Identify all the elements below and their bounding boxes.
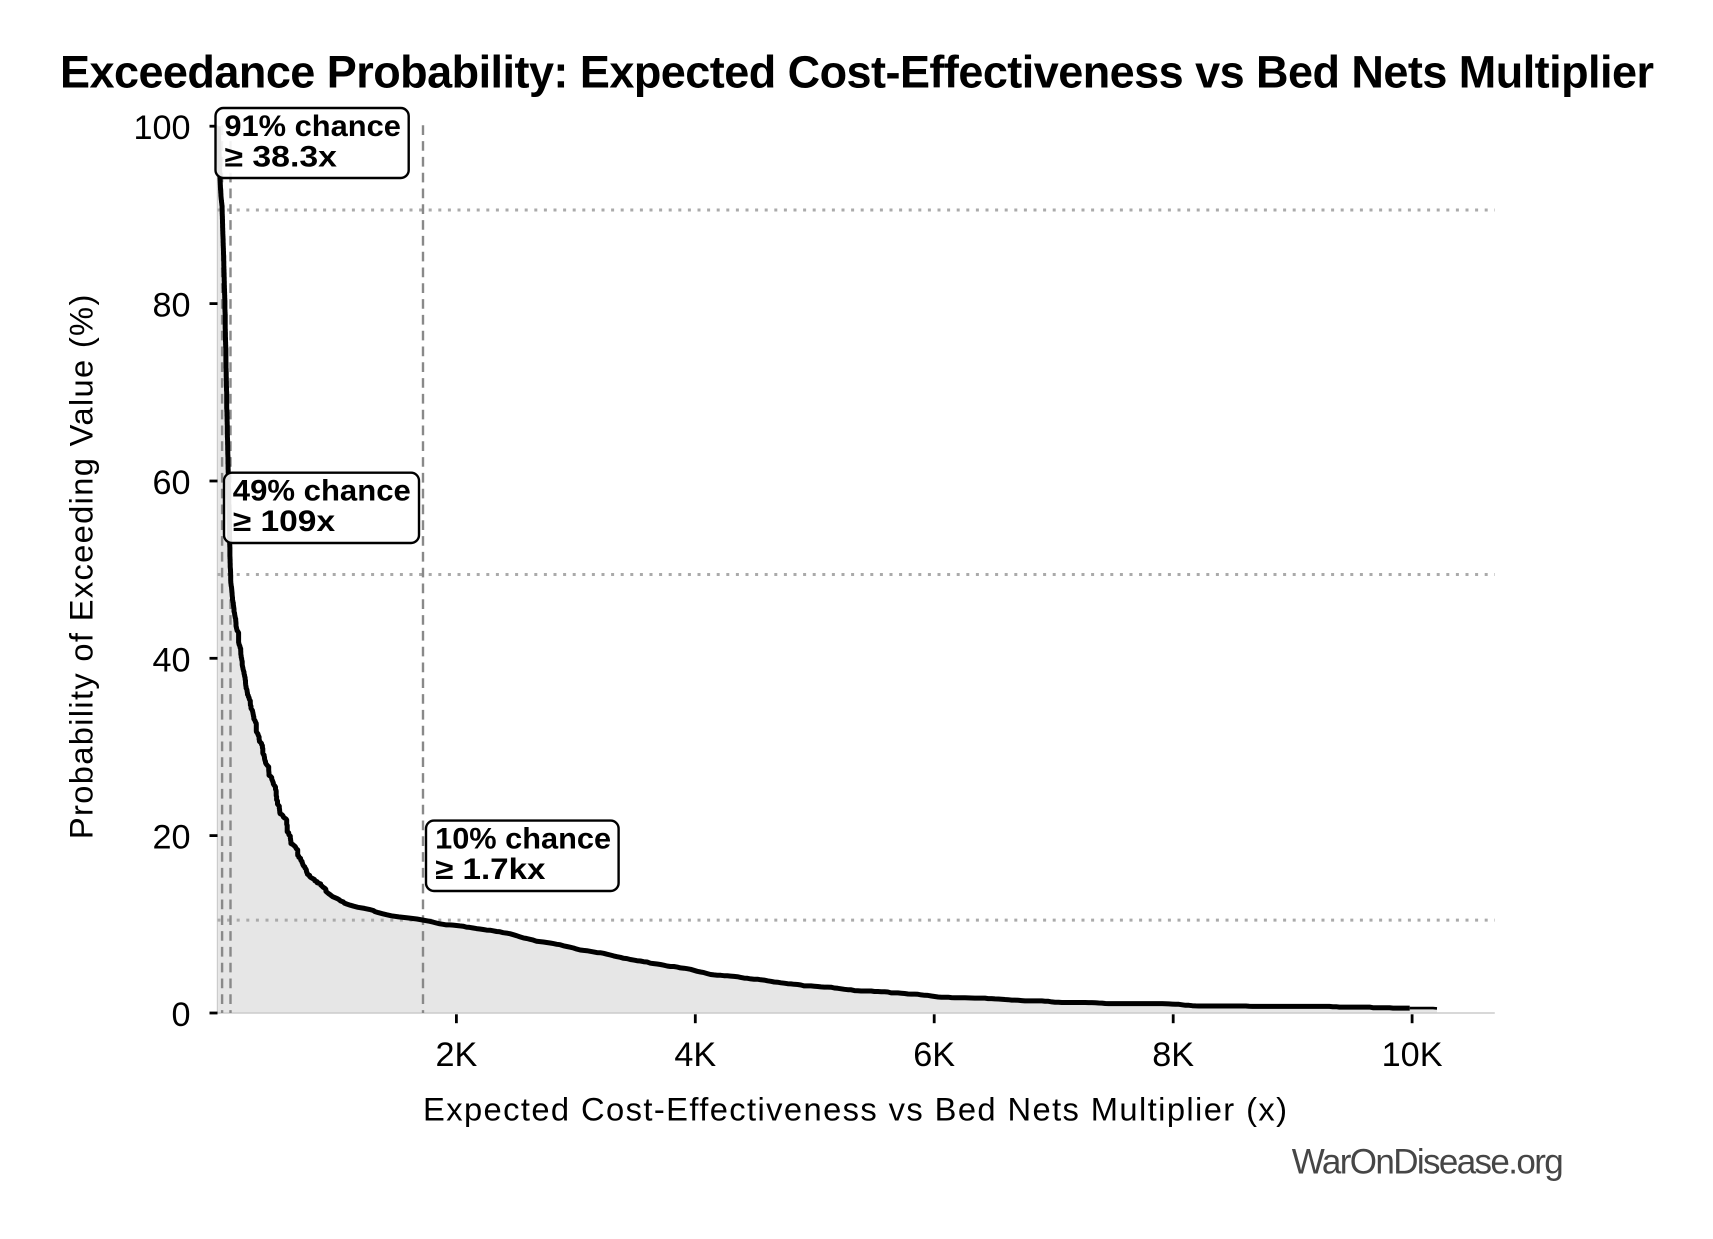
svg-text:80: 80 xyxy=(152,287,190,325)
svg-text:60: 60 xyxy=(152,464,190,502)
svg-text:≥ 1.7kx: ≥ 1.7kx xyxy=(435,853,546,886)
svg-text:Probability of Exceeding Value: Probability of Exceeding Value (%) xyxy=(63,295,100,840)
svg-text:40: 40 xyxy=(152,641,190,679)
svg-text:WarOnDisease.org: WarOnDisease.org xyxy=(1292,1143,1564,1182)
svg-text:6K: 6K xyxy=(913,1036,955,1074)
svg-text:10% chance: 10% chance xyxy=(435,822,611,855)
svg-text:2K: 2K xyxy=(435,1036,477,1074)
svg-text:Exceedance Probability: Expect: Exceedance Probability: Expected Cost-Ef… xyxy=(60,47,1654,98)
svg-text:91% chance: 91% chance xyxy=(224,110,401,143)
svg-text:≥ 38.3x: ≥ 38.3x xyxy=(224,140,337,173)
svg-text:Expected Cost-Effectiveness vs: Expected Cost-Effectiveness vs Bed Nets … xyxy=(423,1091,1287,1128)
svg-text:0: 0 xyxy=(171,996,190,1034)
svg-text:10K: 10K xyxy=(1382,1036,1443,1074)
svg-text:≥ 109x: ≥ 109x xyxy=(233,505,336,538)
svg-text:100: 100 xyxy=(133,109,190,147)
svg-text:8K: 8K xyxy=(1152,1036,1194,1074)
svg-text:20: 20 xyxy=(152,819,190,857)
svg-text:49% chance: 49% chance xyxy=(233,475,411,508)
svg-text:4K: 4K xyxy=(674,1036,716,1074)
